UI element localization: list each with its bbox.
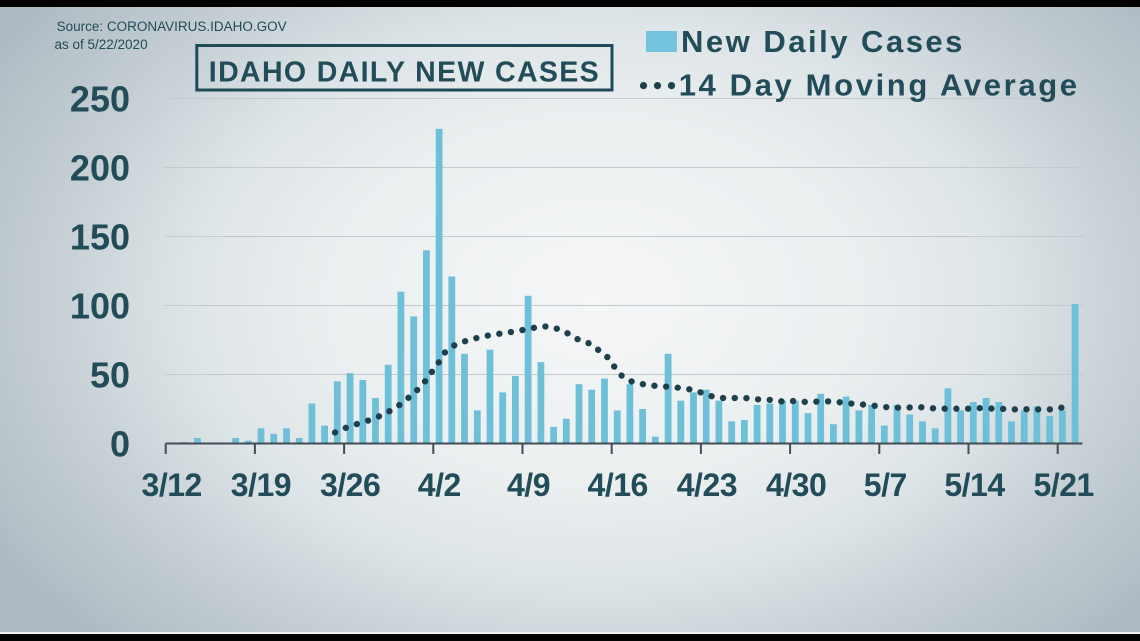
svg-text:5/7: 5/7: [864, 467, 907, 503]
svg-text:150: 150: [70, 217, 130, 258]
svg-text:50: 50: [90, 355, 130, 396]
svg-text:3/12: 3/12: [142, 467, 202, 503]
svg-text:0: 0: [110, 424, 130, 465]
svg-text:3/26: 3/26: [320, 467, 380, 503]
svg-text:4/30: 4/30: [766, 467, 826, 503]
svg-text:IDAHO DAILY NEW CASES: IDAHO DAILY NEW CASES: [209, 57, 600, 89]
svg-text:200: 200: [70, 148, 130, 189]
svg-text:4/23: 4/23: [677, 467, 737, 503]
svg-text:5/14: 5/14: [944, 467, 1005, 503]
svg-text:4/2: 4/2: [418, 467, 461, 503]
svg-text:4/9: 4/9: [507, 467, 550, 503]
svg-text:New Daily Cases: New Daily Cases: [681, 24, 965, 59]
svg-text:3/19: 3/19: [231, 467, 291, 503]
svg-text:14 Day Moving Average: 14 Day Moving Average: [679, 68, 1080, 103]
svg-text:as of 5/22/2020: as of 5/22/2020: [55, 37, 148, 52]
svg-text:5/21: 5/21: [1034, 467, 1094, 503]
svg-text:100: 100: [70, 286, 130, 327]
svg-text:250: 250: [70, 79, 130, 120]
svg-text:4/16: 4/16: [588, 467, 648, 503]
svg-text:Source: CORONAVIRUS.IDAHO.GOV: Source: CORONAVIRUS.IDAHO.GOV: [57, 19, 287, 34]
